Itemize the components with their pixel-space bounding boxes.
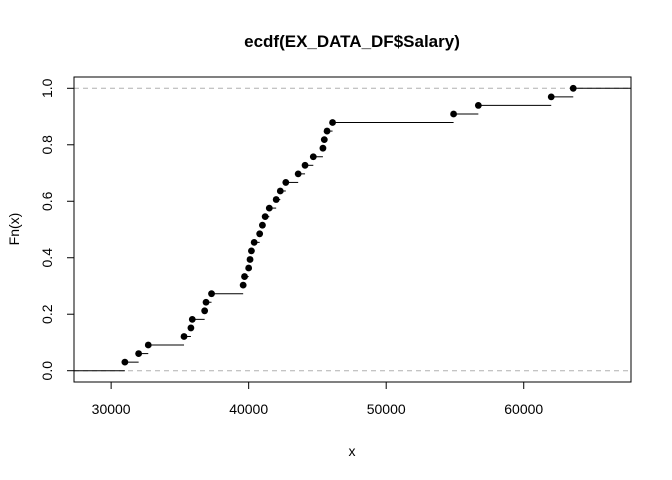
data-point — [450, 110, 457, 118]
data-point — [187, 324, 195, 332]
data-point — [261, 213, 269, 221]
data-point — [256, 230, 264, 238]
data-point — [248, 247, 255, 255]
data-point — [246, 256, 254, 263]
data-point — [202, 298, 210, 306]
data-point — [201, 307, 209, 315]
data-point — [265, 204, 273, 212]
x-tick-label: 60000 — [504, 401, 543, 417]
data-point — [239, 281, 247, 289]
y-tick-label: 0.8 — [39, 135, 55, 155]
data-point — [329, 119, 336, 126]
data-point — [121, 358, 129, 366]
data-point — [276, 187, 284, 195]
data-point — [547, 93, 555, 101]
data-point — [180, 333, 188, 340]
data-point — [208, 290, 215, 298]
y-axis-label: Fn(x) — [6, 213, 22, 246]
data-point — [144, 341, 152, 349]
data-point — [245, 264, 253, 272]
data-point — [282, 179, 290, 186]
x-axis: 30000 40000 50000 60000 — [92, 381, 543, 417]
y-tick-label: 0.6 — [39, 191, 55, 211]
data-point — [320, 136, 328, 144]
x-tick-label: 40000 — [229, 401, 268, 417]
chart-title: ecdf(EX_DATA_DF$Salary) — [244, 32, 460, 51]
y-tick-label: 0.4 — [39, 248, 55, 268]
data-point — [474, 102, 482, 109]
y-tick-label: 0.2 — [39, 304, 55, 324]
x-tick-label: 50000 — [367, 401, 406, 417]
x-tick-label: 30000 — [92, 401, 131, 417]
data-point — [569, 84, 577, 92]
data-point — [135, 350, 143, 357]
data-point — [259, 221, 266, 229]
data-point — [272, 196, 280, 203]
y-axis: 0.0 0.2 0.4 0.6 0.8 1.0 — [39, 78, 75, 381]
data-point — [250, 238, 258, 246]
data-point — [301, 161, 309, 169]
x-axis-label: x — [349, 443, 356, 459]
data-point — [323, 127, 331, 135]
y-tick-label: 0.0 — [39, 361, 55, 381]
data-point — [319, 144, 327, 152]
y-tick-label: 1.0 — [39, 78, 55, 98]
data-point — [241, 273, 248, 280]
plot-area — [74, 84, 631, 372]
data-point — [188, 315, 196, 323]
data-point — [309, 153, 317, 161]
data-point — [294, 170, 302, 178]
